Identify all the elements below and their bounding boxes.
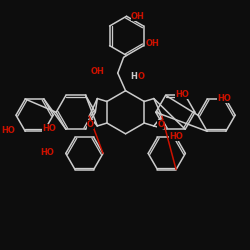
Text: OH: OH	[90, 66, 104, 76]
Text: OH: OH	[146, 39, 159, 48]
Text: H: H	[130, 72, 137, 82]
Text: HO: HO	[40, 148, 54, 157]
Text: OH: OH	[131, 12, 144, 21]
Text: O: O	[158, 120, 164, 128]
Text: HO: HO	[217, 94, 231, 102]
Text: O: O	[138, 72, 145, 82]
Text: HO: HO	[169, 132, 183, 141]
Text: HO: HO	[2, 126, 16, 135]
Text: HO: HO	[176, 90, 189, 99]
Text: O: O	[87, 120, 94, 128]
Text: HO: HO	[42, 124, 56, 133]
